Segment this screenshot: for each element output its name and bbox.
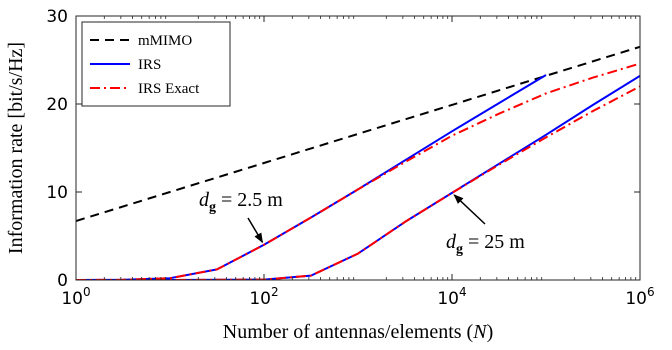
y-tick-label: 0: [57, 271, 68, 291]
series-line-irs-exact-dg-2.5-m: [76, 62, 640, 280]
x-tick-label: 102: [249, 285, 278, 309]
legend-label: IRS Exact: [138, 81, 200, 97]
annotation-arrow: [453, 194, 486, 225]
legend-label: mMIMO: [138, 33, 192, 49]
y-tick-label: 30: [46, 7, 68, 27]
x-axis-title: Number of antennas/elements (N): [223, 321, 493, 343]
y-axis-title: Information rate [bit/s/Hz]: [5, 42, 27, 254]
ticks-layer: 100 102 104 106 0 10 20 30: [46, 7, 654, 309]
annotation-label: dg = 2.5 m: [199, 189, 283, 215]
y-tick-label: 10: [46, 183, 68, 203]
annotation-label: dg = 25 m: [446, 231, 525, 257]
y-tick-label: 20: [46, 95, 68, 115]
plot-frame: [75, 15, 641, 281]
series-line-irs-exact-dg-25-m: [76, 85, 640, 280]
legend: mMIMO IRS IRS Exact: [81, 21, 231, 107]
x-tick-label: 100: [61, 285, 90, 309]
x-tick-label: 104: [437, 285, 466, 309]
annotation-layer: dg = 2.5 m dg = 25 m: [199, 189, 525, 257]
series-line-mmimo-0: [76, 45, 640, 222]
legend-label: IRS: [138, 57, 161, 73]
annotation-arrow: [247, 217, 264, 244]
x-tick-label: 106: [625, 285, 654, 309]
